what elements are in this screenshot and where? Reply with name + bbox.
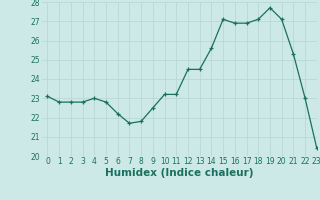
X-axis label: Humidex (Indice chaleur): Humidex (Indice chaleur) [105,168,253,178]
